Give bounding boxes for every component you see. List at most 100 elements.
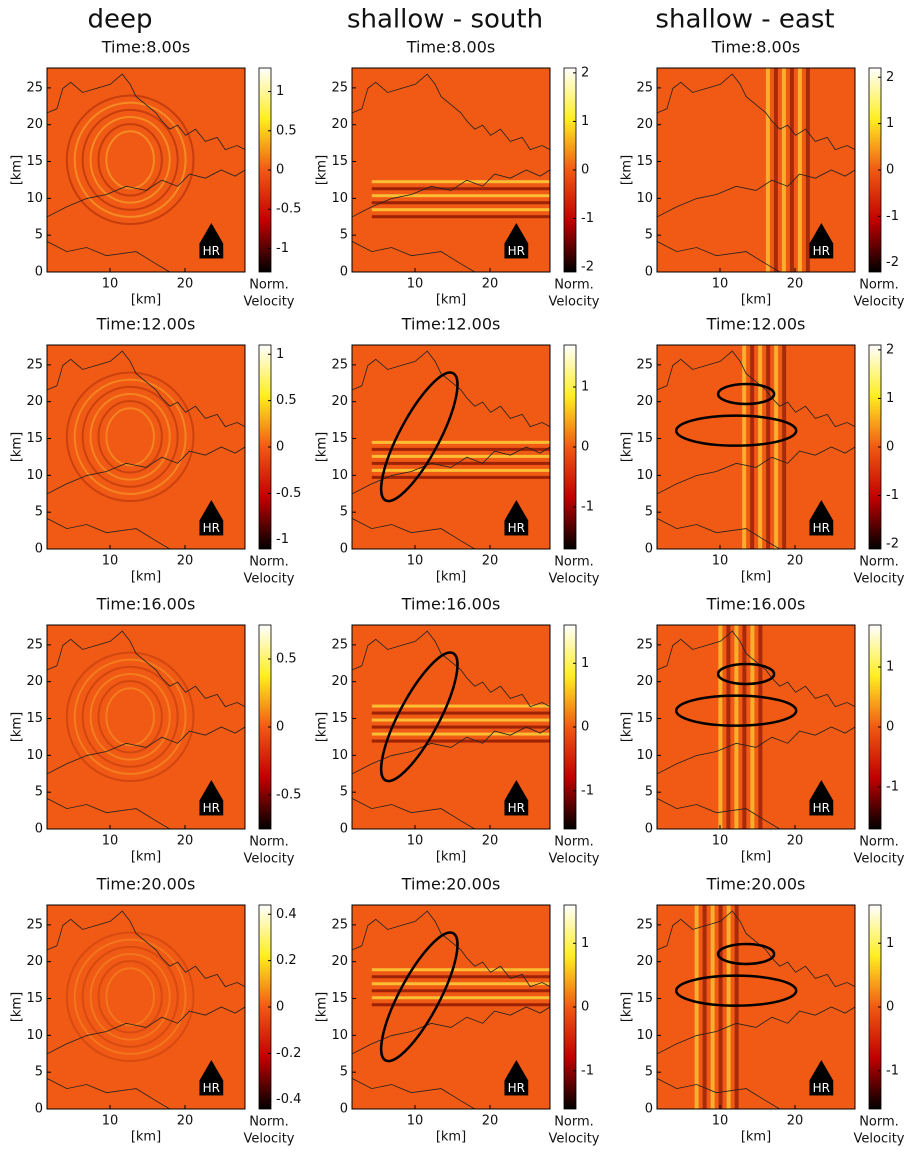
colorbar-label: Velocity bbox=[549, 295, 600, 310]
colorbar-label: Norm. bbox=[554, 555, 594, 570]
x-axis-label: [km] bbox=[436, 570, 466, 585]
wave-band bbox=[798, 68, 802, 272]
y-tick-label: 15 bbox=[636, 711, 653, 726]
y-tick-label: 5 bbox=[340, 785, 348, 800]
y-tick-label: 5 bbox=[340, 1065, 348, 1080]
y-tick-label: 10 bbox=[331, 748, 348, 763]
colorbar-tick-label: 1 bbox=[581, 936, 589, 951]
colorbar-label: Norm. bbox=[554, 278, 594, 293]
wave-band bbox=[372, 705, 550, 708]
colorbar-label: Norm. bbox=[859, 1115, 899, 1130]
x-tick-label: 10 bbox=[102, 554, 119, 569]
wave-band bbox=[372, 476, 550, 479]
colorbar-tick-label: 0 bbox=[581, 440, 589, 455]
y-tick-label: 25 bbox=[26, 80, 43, 95]
wave-band bbox=[372, 215, 550, 218]
colorbar-tick-label: -1 bbox=[581, 500, 594, 515]
colorbar-label: Velocity bbox=[854, 1132, 905, 1147]
y-tick-label: 20 bbox=[636, 117, 653, 132]
y-tick-label: 5 bbox=[35, 228, 43, 243]
y-tick-label: 5 bbox=[35, 785, 43, 800]
colorbar-tick-label: 1 bbox=[581, 380, 589, 395]
y-tick-label: 15 bbox=[26, 431, 43, 446]
y-tick-label: 25 bbox=[331, 80, 348, 95]
x-tick-label: 10 bbox=[407, 834, 424, 849]
x-axis-label: [km] bbox=[741, 850, 771, 865]
y-axis-label: [km] bbox=[10, 155, 25, 185]
wave-band bbox=[790, 68, 794, 272]
colorbar-label: Norm. bbox=[859, 278, 899, 293]
wave-band bbox=[758, 345, 762, 549]
colorbar-tick-label: 0 bbox=[886, 163, 894, 178]
panel-title: Time:20.00s bbox=[96, 875, 196, 894]
colorbar-tick-label: -1 bbox=[581, 211, 594, 226]
x-tick-label: 10 bbox=[712, 1114, 729, 1129]
y-tick-label: 0 bbox=[645, 265, 653, 280]
colorbar-tick-label: -1 bbox=[581, 783, 594, 798]
x-tick-label: 10 bbox=[712, 277, 729, 292]
colorbar-tick-label: 0 bbox=[581, 163, 589, 178]
hr-label: HR bbox=[508, 521, 525, 535]
hr-label: HR bbox=[203, 521, 220, 535]
x-tick-label: 10 bbox=[102, 834, 119, 849]
y-tick-label: 20 bbox=[26, 117, 43, 132]
colorbar-label: Norm. bbox=[554, 1115, 594, 1130]
wave-band bbox=[372, 719, 550, 722]
x-tick-label: 20 bbox=[787, 1114, 804, 1129]
wave-band bbox=[372, 968, 550, 971]
wave-band bbox=[719, 905, 723, 1109]
wave-band bbox=[782, 345, 786, 549]
colorbar-label: Norm. bbox=[249, 1115, 289, 1130]
panel-title: Time:16.00s bbox=[706, 595, 806, 614]
y-axis-label: [km] bbox=[620, 712, 635, 742]
colorbar-tick-label: 0 bbox=[581, 1000, 589, 1015]
x-tick-label: 20 bbox=[482, 554, 499, 569]
y-tick-label: 10 bbox=[636, 748, 653, 763]
colorbar-tick-label: -1 bbox=[886, 209, 899, 224]
wave-band bbox=[372, 1003, 550, 1006]
y-tick-label: 25 bbox=[331, 917, 348, 932]
column-header: shallow - south bbox=[347, 5, 543, 35]
colorbar-tick-label: 0 bbox=[886, 720, 894, 735]
y-axis-label: [km] bbox=[315, 155, 330, 185]
wave-band bbox=[734, 625, 738, 829]
wave-band bbox=[711, 905, 715, 1109]
colorbar-tick-label: 0.4 bbox=[276, 907, 297, 922]
y-tick-label: 20 bbox=[636, 674, 653, 689]
x-tick-label: 20 bbox=[787, 834, 804, 849]
x-tick-label: 10 bbox=[102, 277, 119, 292]
colorbar-label: Velocity bbox=[854, 572, 905, 587]
colorbar-label: Velocity bbox=[244, 852, 295, 867]
y-tick-label: 5 bbox=[35, 1065, 43, 1080]
colorbar-tick-label: -2 bbox=[581, 260, 594, 275]
colorbar-tick-label: 1 bbox=[276, 347, 284, 362]
y-tick-label: 0 bbox=[340, 1102, 348, 1117]
y-tick-label: 5 bbox=[340, 228, 348, 243]
colorbar-tick-label: -1 bbox=[581, 1063, 594, 1078]
colorbar-tick-label: -0.5 bbox=[276, 202, 301, 217]
x-axis-label: [km] bbox=[436, 850, 466, 865]
colorbar-tick-label: 1 bbox=[581, 656, 589, 671]
colorbar-tick-label: -2 bbox=[886, 537, 899, 552]
colorbar-tick-label: 2 bbox=[886, 342, 894, 357]
y-tick-label: 0 bbox=[340, 822, 348, 837]
colorbar-tick-label: 0 bbox=[276, 1000, 284, 1015]
wave-band bbox=[372, 469, 550, 472]
colorbar-tick-label: -1 bbox=[886, 488, 899, 503]
colorbar-label: Velocity bbox=[244, 295, 295, 310]
hr-label: HR bbox=[508, 244, 525, 258]
colorbar-label: Velocity bbox=[549, 1132, 600, 1147]
y-tick-label: 20 bbox=[26, 954, 43, 969]
x-axis-label: [km] bbox=[741, 293, 771, 308]
y-tick-label: 20 bbox=[26, 674, 43, 689]
y-tick-label: 15 bbox=[636, 431, 653, 446]
y-tick-label: 0 bbox=[35, 1102, 43, 1117]
colorbar-label: Norm. bbox=[859, 555, 899, 570]
y-tick-label: 0 bbox=[340, 265, 348, 280]
wave-band bbox=[372, 208, 550, 211]
y-tick-label: 25 bbox=[26, 357, 43, 372]
x-tick-label: 10 bbox=[102, 1114, 119, 1129]
y-tick-label: 25 bbox=[26, 637, 43, 652]
wave-band bbox=[742, 345, 746, 549]
y-tick-label: 25 bbox=[636, 917, 653, 932]
